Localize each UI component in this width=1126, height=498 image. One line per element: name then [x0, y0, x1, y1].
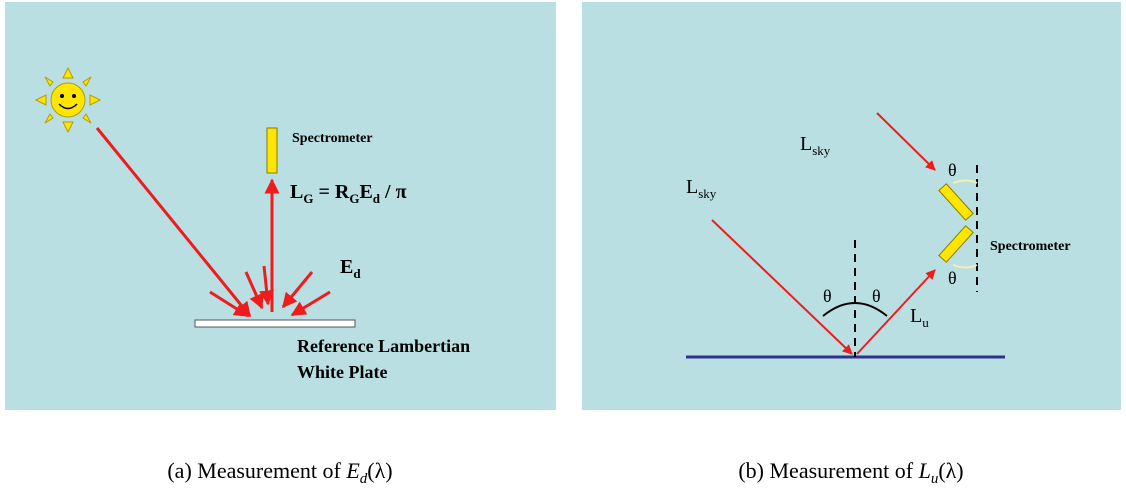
- page: Spectrometer LG = RGEd / π Ed Reference …: [0, 0, 1126, 498]
- caption-b: (b) Measurement of Lu(λ): [738, 458, 963, 487]
- caption-part: u: [931, 471, 939, 487]
- caption-part: (b) Measurement of: [738, 458, 918, 483]
- angle-label: θ: [823, 286, 832, 306]
- formula-part: G: [349, 191, 359, 206]
- caption-part: (λ): [367, 458, 392, 483]
- label-sub: d: [353, 266, 361, 281]
- panel-a-background: [5, 2, 556, 410]
- spectrometer: [267, 128, 277, 173]
- caption-part: E: [345, 458, 360, 483]
- panel-b-background: [582, 2, 1121, 410]
- angle-label: θ: [872, 286, 881, 306]
- label-sub: sky: [698, 186, 717, 201]
- label-base: L: [800, 133, 812, 155]
- formula-part: = R: [313, 181, 349, 203]
- sun: [36, 68, 100, 132]
- spectrometer-label: Spectrometer: [292, 131, 373, 146]
- spectrometer-label: Spectrometer: [990, 239, 1071, 254]
- formula-part: L: [290, 181, 303, 203]
- angle-label: θ: [948, 268, 957, 288]
- label-sub: sky: [812, 143, 831, 158]
- formula-part: / π: [380, 181, 407, 203]
- label-base: L: [686, 176, 698, 198]
- angle-label: θ: [948, 160, 957, 180]
- plate-label: Reference Lambertian: [297, 336, 470, 356]
- caption-a: (a) Measurement of Ed(λ): [167, 458, 392, 487]
- label-sub: u: [922, 315, 929, 330]
- white-plate: [195, 320, 355, 327]
- caption-part: L: [918, 458, 931, 483]
- label-base: E: [340, 256, 353, 278]
- formula-part: E: [359, 181, 372, 203]
- caption-part: (λ): [938, 458, 963, 483]
- caption-part: (a) Measurement of: [167, 458, 346, 483]
- plate-label: White Plate: [297, 362, 387, 382]
- figure: Spectrometer LG = RGEd / π Ed Reference …: [0, 0, 1126, 498]
- label-base: L: [910, 305, 922, 327]
- formula-part: G: [303, 191, 313, 206]
